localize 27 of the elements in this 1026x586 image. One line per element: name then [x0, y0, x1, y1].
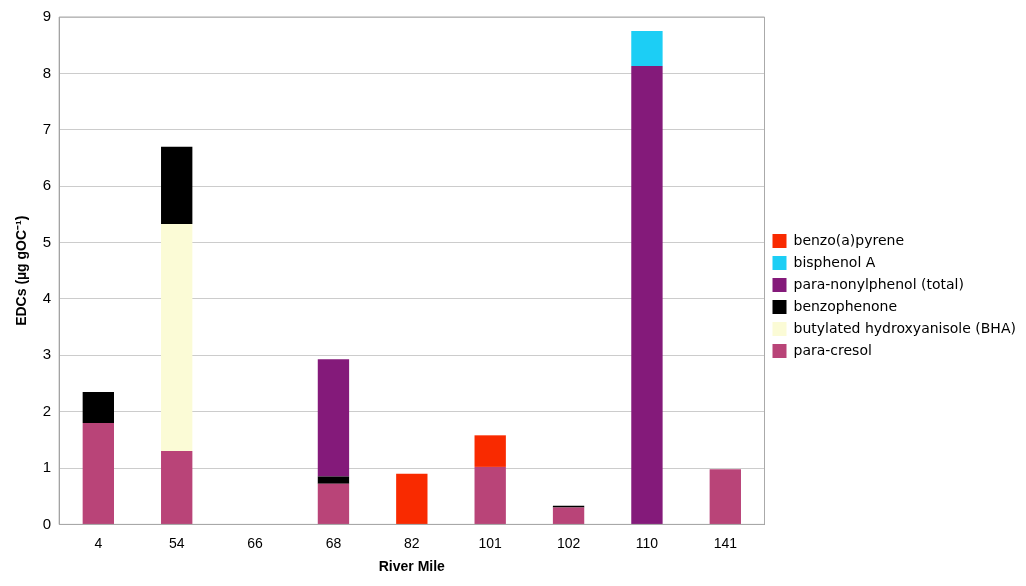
- y-tick-label: 3: [42, 345, 52, 363]
- x-axis-title: River Mile: [378, 558, 446, 575]
- legend-label: para-cresol: [793, 341, 872, 358]
- y-tick-label: 0: [42, 514, 52, 532]
- legend-label: bisphenol A: [793, 253, 876, 270]
- y-tick-label: 9: [42, 7, 52, 25]
- x-tick-label: 68: [325, 534, 342, 551]
- x-tick-label: 141: [713, 534, 738, 551]
- legend-label: benzo(a)pyrene: [793, 231, 905, 248]
- legend-label: benzophenone: [793, 297, 898, 314]
- y-tick-label: 2: [42, 401, 52, 419]
- x-tick-label: 110: [635, 534, 659, 551]
- y-tick-label: 8: [42, 63, 52, 81]
- y-tick-label: 1: [42, 458, 52, 476]
- x-tick-label: 101: [478, 534, 503, 551]
- y-tick-label: 7: [42, 119, 52, 137]
- legend-label: butylated hydroxyanisole (BHA): [793, 319, 1016, 336]
- y-axis-title: EDCs (µg gOC⁻¹): [13, 215, 30, 326]
- x-tick-label: 54: [168, 534, 185, 551]
- x-tick-label: 4: [94, 534, 103, 551]
- x-tick-label: 66: [247, 534, 264, 551]
- legend-label: para-nonylphenol (total): [793, 275, 964, 292]
- y-tick-label: 4: [42, 289, 52, 307]
- y-tick-label: 6: [42, 176, 52, 194]
- x-tick-label: 102: [556, 534, 581, 551]
- y-tick-label: 5: [42, 232, 52, 250]
- x-tick-label: 82: [404, 534, 420, 551]
